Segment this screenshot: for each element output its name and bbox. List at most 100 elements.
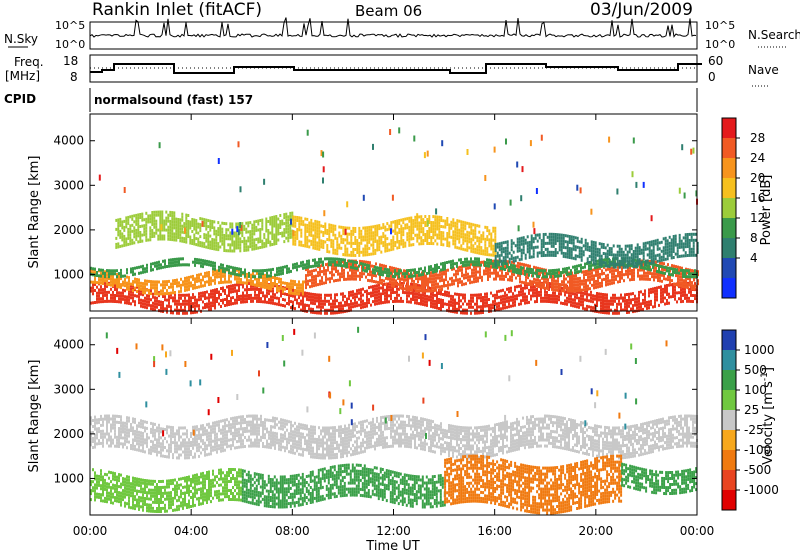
heatmap-cell xyxy=(318,299,320,303)
heatmap-cell xyxy=(118,276,120,280)
heatmap-cell xyxy=(504,268,506,271)
heatmap-cell xyxy=(158,294,160,298)
heatmap-cell xyxy=(554,291,556,295)
heatmap-cell xyxy=(399,280,401,284)
heatmap-cell xyxy=(574,304,576,308)
heatmap-cell xyxy=(223,243,226,246)
heatmap-cell xyxy=(379,275,381,279)
heatmap-cell xyxy=(266,280,268,284)
heatmap-cell xyxy=(241,234,244,238)
heatmap-cell xyxy=(364,290,366,294)
heatmap-cell xyxy=(589,269,591,273)
heatmap-cell xyxy=(282,292,284,295)
heatmap-cell xyxy=(448,294,450,298)
heatmap-cell xyxy=(221,230,224,234)
heatmap-cell xyxy=(308,245,311,249)
heatmap-cell xyxy=(388,274,390,278)
heatmap-cell xyxy=(184,288,186,292)
heatmap-cell xyxy=(470,296,472,300)
heatmap-cell xyxy=(194,304,196,308)
heatmap-cell xyxy=(386,249,389,253)
heatmap-cell xyxy=(328,257,330,261)
heatmap-cell xyxy=(90,268,92,272)
heatmap-cell xyxy=(178,293,180,297)
heatmap-cell xyxy=(312,225,315,229)
heatmap-cell xyxy=(138,298,140,302)
heatmap-cell xyxy=(453,282,455,286)
heatmap-cell xyxy=(363,260,365,264)
heatmap-cell xyxy=(653,278,655,282)
heatmap-cell xyxy=(581,288,583,292)
heatmap-cell xyxy=(206,296,208,300)
heatmap-cell xyxy=(638,296,640,300)
heatmap-cell xyxy=(371,276,373,280)
heatmap-cell xyxy=(655,272,657,276)
heatmap-cell xyxy=(666,290,668,293)
heatmap-cell xyxy=(204,297,206,300)
heatmap-cell xyxy=(196,276,198,280)
heatmap-cell xyxy=(230,302,232,306)
heatmap-cell xyxy=(417,286,419,290)
heatmap-cell xyxy=(630,301,632,305)
heatmap-cell xyxy=(585,279,587,282)
heatmap-cell xyxy=(525,275,527,279)
heatmap-cell xyxy=(382,241,385,245)
heatmap-cell xyxy=(262,291,264,295)
heatmap-cell xyxy=(614,311,616,315)
heatmap-cell xyxy=(123,240,126,244)
heatmap-cell xyxy=(298,216,301,220)
heatmap-cell xyxy=(320,230,323,234)
heatmap-cell xyxy=(207,234,210,238)
heatmap-cell xyxy=(538,275,540,278)
heatmap-cell xyxy=(676,271,678,275)
heatmap-cell xyxy=(331,276,333,280)
heatmap-cell xyxy=(530,285,532,289)
heatmap-cell xyxy=(508,287,510,291)
heatmap-cell xyxy=(583,282,585,286)
heatmap-cell xyxy=(161,210,164,214)
heatmap-cell xyxy=(324,257,326,261)
heatmap-cell xyxy=(440,243,443,246)
heatmap-cell xyxy=(642,260,644,264)
heatmap-cell xyxy=(353,271,355,275)
heatmap-cell xyxy=(589,287,591,291)
heatmap-cell xyxy=(181,236,184,240)
heatmap-cell xyxy=(120,297,122,301)
heatmap-cell xyxy=(507,260,509,264)
heatmap-cell xyxy=(630,292,632,296)
heatmap-cell xyxy=(426,239,429,242)
heatmap-cell xyxy=(441,284,443,288)
heatmap-cell xyxy=(251,232,254,236)
heatmap-cell xyxy=(571,286,573,290)
heatmap-cell xyxy=(125,225,128,229)
heatmap-cell xyxy=(380,298,382,302)
heatmap-cell xyxy=(486,247,489,251)
heatmap-cell xyxy=(230,287,232,291)
heatmap-cell xyxy=(287,236,290,240)
heatmap-cell xyxy=(167,219,170,223)
heatmap-cell xyxy=(217,245,220,249)
heatmap-cell xyxy=(522,286,524,290)
heatmap-cell xyxy=(589,278,591,282)
heatmap-cell xyxy=(470,237,473,241)
heatmap-cell xyxy=(216,272,218,276)
heatmap-cell xyxy=(98,268,100,272)
heatmap-cell xyxy=(184,285,186,289)
heatmap-cell xyxy=(394,269,396,273)
heatmap-cell xyxy=(628,304,630,308)
heatmap-cell xyxy=(420,215,423,219)
heatmap-cell xyxy=(606,302,608,306)
heatmap-cell xyxy=(304,241,307,245)
heatmap-cell xyxy=(192,293,194,297)
heatmap-cell xyxy=(468,305,470,309)
heatmap-cell xyxy=(302,303,304,306)
heatmap-cell xyxy=(512,298,514,302)
heatmap-cell xyxy=(352,247,355,251)
heatmap-cell xyxy=(630,264,632,268)
heatmap-cell xyxy=(200,294,202,298)
heatmap-cell xyxy=(430,236,433,239)
heatmap-cell xyxy=(652,287,654,291)
heatmap-cell xyxy=(98,278,100,282)
heatmap-cell xyxy=(116,294,118,298)
heatmap-cell xyxy=(260,300,262,304)
